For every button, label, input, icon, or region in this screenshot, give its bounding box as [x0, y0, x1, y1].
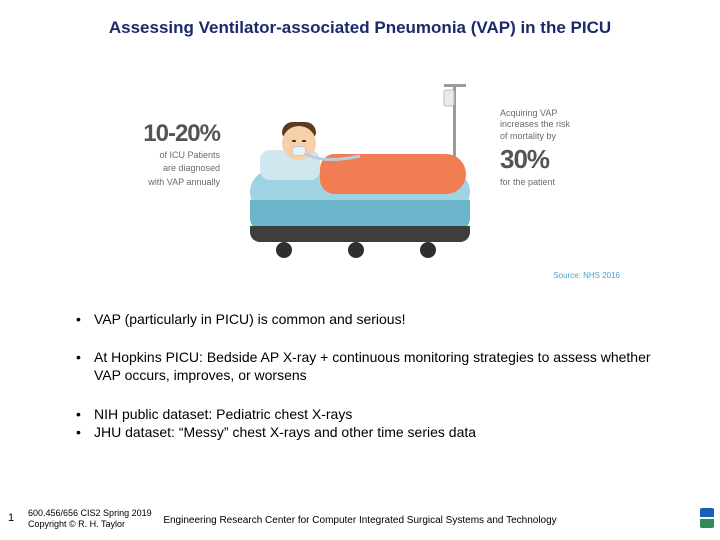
bed-illustration: [240, 70, 480, 270]
bullet-group: At Hopkins PICU: Bedside AP X-ray + cont…: [72, 348, 672, 384]
slide: Assessing Ventilator-associated Pneumoni…: [0, 0, 720, 540]
bullet-group: VAP (particularly in PICU) is common and…: [72, 310, 672, 328]
stat-right-sub: for the patient: [500, 177, 620, 187]
wheel-icon: [348, 242, 364, 258]
footer-center: Engineering Research Center for Computer…: [0, 515, 720, 526]
infographic-source: Source: NHS 2016: [553, 271, 620, 280]
bullet-item: At Hopkins PICU: Bedside AP X-ray + cont…: [72, 348, 672, 384]
bullet-item: VAP (particularly in PICU) is common and…: [72, 310, 672, 328]
stat-right-big: 30%: [500, 144, 620, 175]
logo-icon: [700, 508, 714, 528]
bed-base: [250, 226, 470, 242]
patient-eye: [292, 140, 296, 142]
wheel-icon: [420, 242, 436, 258]
bullet-list: VAP (particularly in PICU) is common and…: [72, 310, 672, 461]
stat-left-line: of ICU Patients: [100, 150, 220, 161]
stat-right-lead: Acquiring VAP: [500, 108, 620, 119]
wheel-icon: [276, 242, 292, 258]
stat-left-line: are diagnosed: [100, 163, 220, 174]
bullet-item: NIH public dataset: Pediatric chest X-ra…: [72, 405, 672, 423]
infographic: 10-20% of ICU Patients are diagnosed wit…: [100, 60, 620, 280]
bullet-item: JHU dataset: “Messy” chest X-rays and ot…: [72, 423, 672, 441]
stat-right-lead: increases the risk: [500, 119, 620, 130]
stat-right-lead: of mortality by: [500, 131, 620, 142]
bullet-group: NIH public dataset: Pediatric chest X-ra…: [72, 405, 672, 441]
slide-title: Assessing Ventilator-associated Pneumoni…: [0, 18, 720, 38]
stat-left-big: 10-20%: [100, 120, 220, 148]
stat-left-line: with VAP annually: [100, 177, 220, 188]
stat-right: Acquiring VAP increases the risk of mort…: [500, 108, 620, 187]
patient-eye: [302, 140, 306, 142]
stat-left: 10-20% of ICU Patients are diagnosed wit…: [100, 120, 220, 188]
ventilator-tube-icon: [304, 150, 364, 170]
